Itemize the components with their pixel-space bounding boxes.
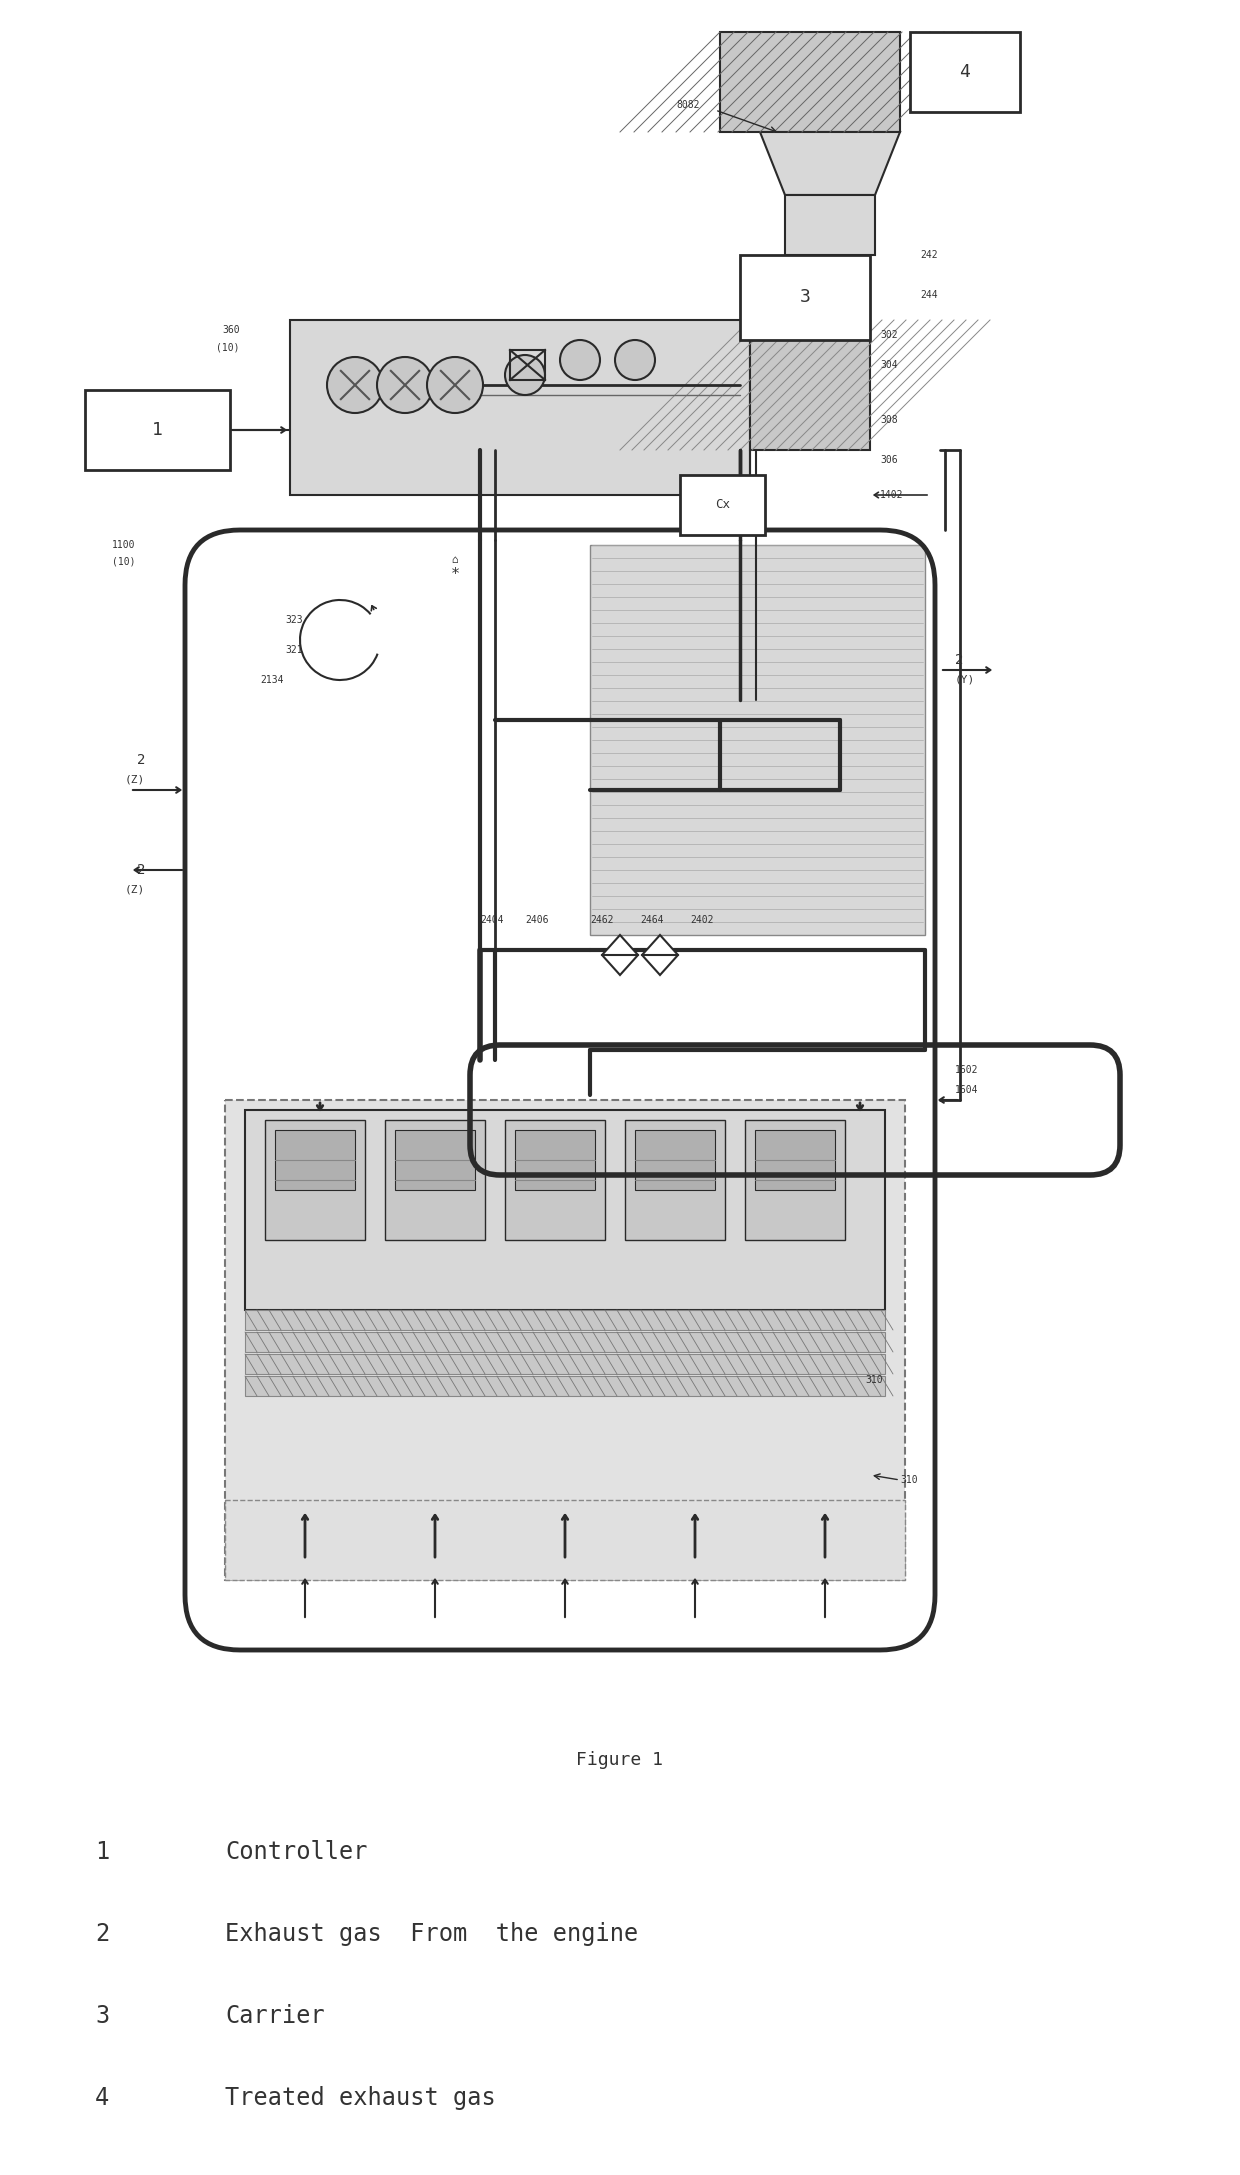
FancyBboxPatch shape [745, 1120, 844, 1240]
FancyBboxPatch shape [785, 196, 875, 254]
Text: Cx: Cx [715, 498, 730, 511]
FancyBboxPatch shape [755, 1131, 835, 1190]
Text: 3: 3 [95, 2003, 109, 2027]
Text: 302: 302 [880, 331, 898, 339]
Text: 2: 2 [136, 863, 145, 877]
Text: 242: 242 [920, 250, 937, 261]
FancyBboxPatch shape [384, 1120, 485, 1240]
Text: Treated exhaust gas: Treated exhaust gas [224, 2086, 496, 2110]
Circle shape [615, 339, 655, 381]
Text: 1602: 1602 [955, 1066, 978, 1074]
Polygon shape [760, 133, 900, 196]
FancyBboxPatch shape [635, 1131, 715, 1190]
Text: 2: 2 [955, 652, 963, 668]
Text: *: * [450, 568, 460, 583]
Circle shape [427, 357, 484, 413]
Text: 1402: 1402 [880, 489, 904, 500]
FancyBboxPatch shape [246, 1355, 885, 1375]
FancyBboxPatch shape [625, 1120, 725, 1240]
FancyBboxPatch shape [910, 33, 1021, 111]
FancyBboxPatch shape [396, 1131, 475, 1190]
Text: 304: 304 [880, 361, 898, 370]
FancyBboxPatch shape [246, 1109, 885, 1309]
FancyBboxPatch shape [505, 1120, 605, 1240]
FancyBboxPatch shape [515, 1131, 595, 1190]
FancyBboxPatch shape [224, 1101, 905, 1579]
FancyBboxPatch shape [590, 546, 925, 935]
Text: 360: 360 [222, 324, 241, 335]
Text: 2462: 2462 [590, 916, 614, 924]
Text: Exhaust gas  From  the engine: Exhaust gas From the engine [224, 1923, 639, 1947]
Text: 306: 306 [880, 455, 898, 465]
Text: 1604: 1604 [955, 1085, 978, 1094]
Circle shape [377, 357, 433, 413]
Text: 4: 4 [960, 63, 971, 80]
FancyBboxPatch shape [680, 474, 765, 535]
Text: 1100: 1100 [112, 539, 135, 550]
FancyBboxPatch shape [265, 1120, 365, 1240]
Text: 2: 2 [95, 1923, 109, 1947]
FancyBboxPatch shape [740, 254, 870, 339]
Text: 2406: 2406 [525, 916, 548, 924]
Text: 1: 1 [95, 1840, 109, 1864]
Circle shape [505, 355, 546, 396]
FancyBboxPatch shape [750, 320, 870, 450]
FancyBboxPatch shape [246, 1377, 885, 1396]
Text: 2464: 2464 [640, 916, 663, 924]
Text: (10): (10) [112, 557, 135, 568]
Text: (Y): (Y) [955, 674, 975, 685]
Polygon shape [601, 935, 639, 974]
Text: 1: 1 [153, 422, 162, 439]
Text: Controller: Controller [224, 1840, 367, 1864]
Polygon shape [642, 935, 678, 974]
FancyBboxPatch shape [246, 1331, 885, 1353]
FancyBboxPatch shape [224, 1501, 905, 1579]
Text: 2134: 2134 [260, 674, 284, 685]
FancyBboxPatch shape [86, 389, 229, 470]
Text: 3: 3 [800, 289, 811, 307]
FancyBboxPatch shape [720, 33, 900, 133]
Text: 310: 310 [900, 1475, 918, 1486]
Text: (Z): (Z) [125, 885, 145, 894]
Text: 8082: 8082 [677, 100, 701, 111]
Text: (Z): (Z) [125, 774, 145, 785]
Text: 323: 323 [285, 616, 303, 624]
Text: 310: 310 [866, 1375, 883, 1385]
Text: (10): (10) [217, 344, 241, 352]
Circle shape [560, 339, 600, 381]
Text: 244: 244 [920, 289, 937, 300]
FancyBboxPatch shape [275, 1131, 355, 1190]
Text: 2404: 2404 [480, 916, 503, 924]
Text: Figure 1: Figure 1 [577, 1751, 663, 1768]
Text: 321: 321 [285, 646, 303, 655]
Text: 2: 2 [136, 753, 145, 768]
FancyBboxPatch shape [290, 320, 750, 496]
Circle shape [327, 357, 383, 413]
Text: 4: 4 [95, 2086, 109, 2110]
Text: Carrier: Carrier [224, 2003, 325, 2027]
FancyBboxPatch shape [246, 1309, 885, 1329]
Text: 308: 308 [880, 415, 898, 424]
Text: 2402: 2402 [689, 916, 713, 924]
Text: ⌂: ⌂ [451, 555, 459, 566]
